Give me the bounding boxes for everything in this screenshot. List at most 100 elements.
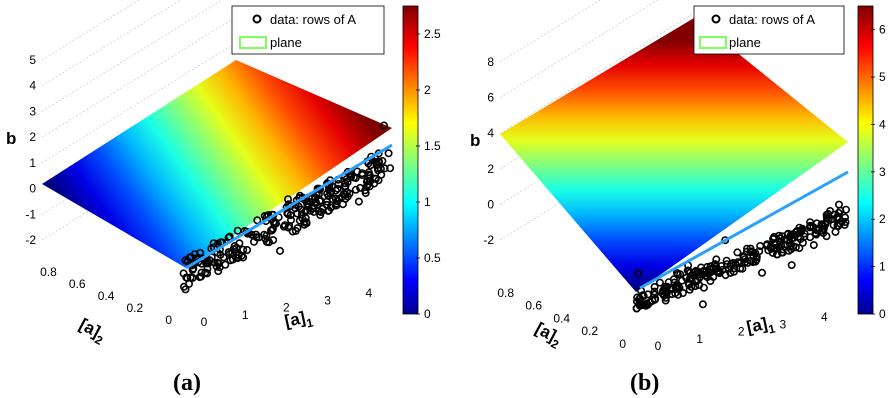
data-point: [834, 200, 843, 209]
panel-a-plane-edge: [185, 143, 393, 270]
data-point: [812, 230, 821, 239]
panel-a-y-tick: 0.2: [127, 301, 144, 315]
data-point: [351, 185, 360, 194]
panel-a: -2 -1 0 1 2 3 4 5 0 0.2 0.4 0.6 0.8 0 1 2 3 4 5 b [a]2 […: [6, 0, 441, 396]
panel-a-y-tick: 0: [165, 313, 172, 327]
panel-a-x-tick: 0: [201, 315, 208, 329]
panel-b-y-tick: 0.8: [497, 286, 514, 300]
data-point: [655, 278, 664, 287]
panel-b-plane-edge: [639, 170, 849, 290]
data-point: [797, 226, 806, 235]
panel-a-colorbar-tick: 1.5: [424, 139, 441, 153]
data-point: [214, 239, 223, 248]
panel-a-z-ticks: -2 -1 0 1 2 3 4 5: [25, 53, 36, 247]
panel-a-y-tick: 0.6: [69, 277, 86, 291]
data-point: [304, 202, 313, 211]
panel-a-colorbar-tick: 0.5: [424, 251, 441, 265]
panel-b-z-label: b: [470, 131, 480, 150]
data-point: [661, 296, 670, 305]
data-point: [214, 259, 223, 268]
data-point: [233, 226, 242, 235]
panel-a-z-tick: 0: [29, 182, 36, 196]
panel-a-y-ticks: 0 0.2 0.4 0.6 0.8: [40, 265, 172, 327]
data-point: [756, 242, 765, 251]
data-point: [373, 164, 382, 173]
data-point: [250, 237, 259, 246]
panel-b-z-tick: 6: [487, 91, 494, 105]
panel-b-z-tick: 4: [487, 126, 494, 140]
data-point: [757, 268, 766, 277]
data-point: [671, 283, 680, 292]
data-point: [283, 195, 292, 204]
data-point: [334, 180, 343, 189]
data-point: [806, 222, 815, 231]
data-point: [635, 299, 644, 308]
panel-a-z-tick: 1: [29, 156, 36, 170]
data-point: [180, 282, 189, 291]
data-point: [333, 184, 342, 193]
data-point: [225, 232, 234, 241]
data-point: [726, 262, 735, 271]
data-point: [710, 260, 719, 269]
panel-a-x-tick: 4: [365, 286, 372, 300]
data-point: [650, 282, 659, 291]
data-point: [722, 256, 731, 265]
panel-a-legend: data: rows of A plane: [231, 5, 385, 55]
data-point: [364, 168, 373, 177]
panel-b-z-tick: -2: [483, 233, 494, 247]
panel-b-data-points: [632, 200, 850, 313]
data-point: [234, 250, 243, 259]
data-point: [650, 290, 659, 299]
panel-b-colorbar-tick: 1: [879, 260, 886, 274]
panel-a-legend-data-marker: [252, 14, 262, 24]
data-point: [672, 268, 681, 277]
data-point: [270, 219, 279, 228]
data-point: [786, 232, 795, 241]
data-point: [379, 121, 388, 130]
gridline: [41, 0, 182, 87]
panel-a-y-label: [a]2: [74, 315, 109, 348]
panel-b-colorbar-tick: 3: [879, 165, 886, 179]
panel-b-y-tick: 0: [619, 337, 626, 351]
panel-a-colorbar-tick: 2.5: [424, 27, 441, 41]
data-point: [806, 218, 815, 227]
panel-a-z-tick: -1: [25, 207, 36, 221]
data-point: [291, 204, 300, 213]
data-point: [739, 253, 748, 262]
data-point: [777, 248, 786, 257]
data-point: [298, 214, 307, 223]
data-point: [795, 244, 804, 253]
panel-a-legend-data: data: rows of A: [270, 12, 356, 27]
panel-a-caption: (a): [173, 370, 201, 396]
data-point: [371, 174, 380, 183]
panel-b-y-tick: 0.4: [553, 311, 570, 325]
data-point: [230, 242, 239, 251]
data-point: [721, 271, 730, 280]
data-point: [386, 164, 395, 173]
panel-b-y-ticks: 0 0.2 0.4 0.6 0.8: [497, 286, 626, 351]
panel-b-z-tick: 0: [487, 197, 494, 211]
panel-b-z-tick: 8: [487, 55, 494, 69]
data-point: [275, 246, 284, 255]
panel-b-y-tick: 0.6: [525, 299, 542, 313]
data-point: [288, 227, 297, 236]
panel-a-legend-plane: plane: [270, 35, 302, 50]
data-point: [365, 171, 374, 180]
panel-a-plane: [42, 60, 392, 268]
panel-b-x-tick: 1: [696, 332, 703, 346]
data-point: [809, 241, 818, 250]
data-point: [650, 287, 659, 296]
data-point: [698, 300, 707, 309]
data-point: [203, 269, 212, 278]
data-point: [699, 283, 708, 292]
panel-a-colorbar-tick: 2: [424, 83, 431, 97]
data-point: [787, 261, 796, 270]
panel-b-x-tick: 3: [779, 317, 786, 331]
panel-a-z-label: b: [6, 129, 16, 148]
data-point: [669, 275, 678, 284]
data-point: [196, 248, 205, 257]
data-point: [645, 298, 654, 307]
data-point: [747, 247, 756, 256]
data-point: [384, 149, 393, 158]
